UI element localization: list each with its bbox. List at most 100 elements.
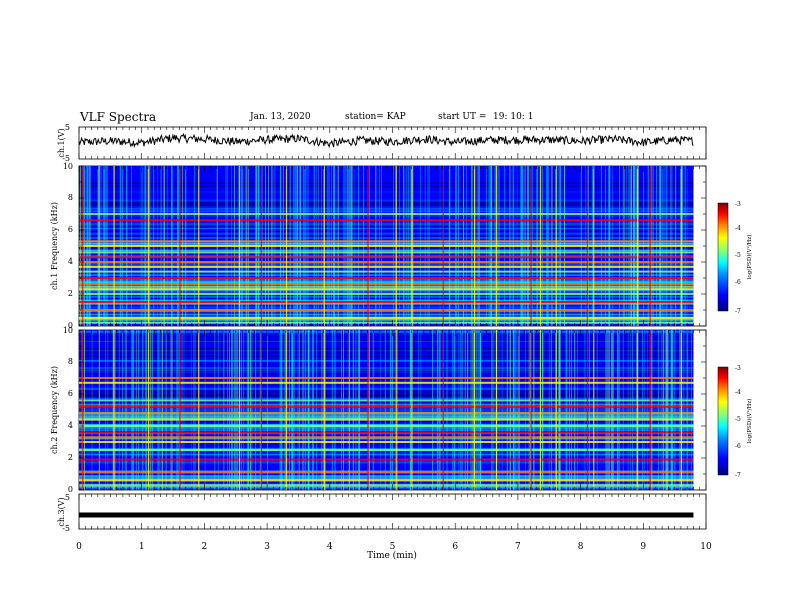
sferic-stroke	[135, 330, 137, 490]
ch3-ytick-top: 5	[65, 493, 70, 502]
spectrogram-texture	[79, 320, 694, 323]
spectrogram-texture	[79, 174, 694, 176]
sferic-stroke	[518, 330, 519, 490]
figure-title: VLF Spectra	[80, 110, 157, 124]
ch1-spec-ytick-6: 6	[68, 225, 73, 234]
spectrogram-texture	[79, 290, 694, 292]
sferic-stroke	[390, 330, 391, 490]
bright-event	[367, 330, 369, 490]
sferic-stroke	[683, 330, 685, 490]
sferic-stroke	[618, 330, 620, 490]
bright-event	[539, 166, 542, 326]
ch1-spec-ytick-10: 10	[63, 162, 73, 171]
sferic-stroke	[612, 330, 613, 490]
sferic-stroke	[231, 330, 232, 490]
bright-event	[323, 166, 325, 326]
sferic-stroke	[476, 330, 478, 490]
sferic-stroke	[566, 330, 567, 490]
sferic-stroke	[596, 330, 598, 490]
sferic-stroke	[107, 330, 109, 490]
sferic-stroke	[391, 330, 393, 490]
sferic-stroke	[223, 330, 225, 490]
sferic-stroke	[671, 330, 672, 490]
bright-event	[649, 166, 651, 326]
sferic-stroke	[574, 330, 575, 490]
bright-event	[323, 330, 325, 490]
bright-event	[530, 166, 532, 326]
emission-band	[79, 321, 694, 324]
spectrogram-texture	[79, 299, 694, 302]
spectrogram-texture	[79, 302, 694, 305]
sferic-stroke	[349, 330, 351, 490]
sferic-stroke	[528, 330, 530, 490]
sferic-stroke	[558, 330, 560, 490]
sferic-stroke	[542, 330, 543, 490]
sferic-stroke	[217, 330, 219, 490]
sferic-stroke	[170, 330, 172, 490]
sferic-stroke	[159, 330, 160, 490]
sferic-stroke	[447, 330, 448, 490]
spectrogram-texture	[79, 429, 694, 431]
sferic-stroke	[124, 330, 126, 490]
sferic-stroke	[247, 330, 249, 490]
spectrogram-texture	[79, 226, 694, 230]
spectrogram-texture	[79, 249, 694, 252]
sferic-stroke	[309, 330, 310, 490]
sferic-stroke	[608, 330, 609, 490]
x-tick-label: 6	[452, 542, 458, 552]
sferic-stroke	[501, 330, 503, 490]
x-tick-label: 9	[640, 542, 646, 552]
sferic-stroke	[171, 330, 173, 490]
sferic-stroke	[667, 330, 668, 490]
spectrogram-texture	[79, 281, 694, 283]
bright-event	[442, 330, 444, 490]
sferic-stroke	[605, 330, 607, 490]
bright-event	[593, 330, 595, 490]
x-tick-label: 10	[700, 542, 712, 552]
sferic-stroke	[357, 330, 359, 490]
spectrogram-texture	[79, 461, 694, 464]
sferic-stroke	[479, 330, 481, 490]
sferic-stroke	[162, 330, 164, 490]
sferic-stroke	[470, 330, 472, 490]
sferic-stroke	[627, 330, 629, 490]
bright-event	[179, 330, 181, 490]
ch2-spec-ytick-10: 10	[63, 326, 73, 335]
sferic-stroke	[284, 330, 286, 490]
emission-band	[79, 277, 694, 279]
sferic-stroke	[279, 330, 281, 490]
ch2-spec-ytick-0: 0	[68, 485, 73, 494]
emission-band	[79, 436, 694, 439]
sferic-stroke	[611, 330, 613, 490]
sferic-stroke	[183, 330, 185, 490]
spectrogram-texture	[79, 190, 694, 193]
bright-event	[147, 166, 150, 326]
spectrogram-texture	[79, 318, 694, 321]
x-tick-label: 4	[327, 542, 333, 552]
emission-band	[79, 309, 694, 311]
spectrogram-texture	[79, 403, 694, 405]
sferic-stroke	[664, 330, 666, 490]
emission-band	[79, 301, 694, 303]
ch1-cbar-tick-3: -3	[735, 201, 741, 208]
sferic-stroke	[472, 330, 474, 490]
sferic-stroke	[672, 330, 673, 490]
ch2-spec-ytick-6: 6	[68, 389, 73, 398]
sferic-stroke	[438, 330, 440, 490]
emission-band	[79, 441, 694, 443]
emission-band	[79, 399, 694, 402]
sferic-stroke	[607, 330, 608, 490]
emission-band	[79, 317, 694, 319]
sferic-stroke	[291, 330, 292, 490]
spectrogram-texture	[79, 185, 694, 188]
sferic-stroke	[303, 330, 305, 490]
spectrogram-texture	[79, 307, 694, 309]
sferic-stroke	[548, 330, 550, 490]
sferic-stroke	[132, 330, 134, 490]
sferic-stroke	[177, 330, 179, 490]
emission-band	[79, 471, 694, 474]
sferic-stroke	[118, 330, 120, 490]
bright-event	[395, 166, 397, 326]
sferic-stroke	[353, 330, 355, 490]
